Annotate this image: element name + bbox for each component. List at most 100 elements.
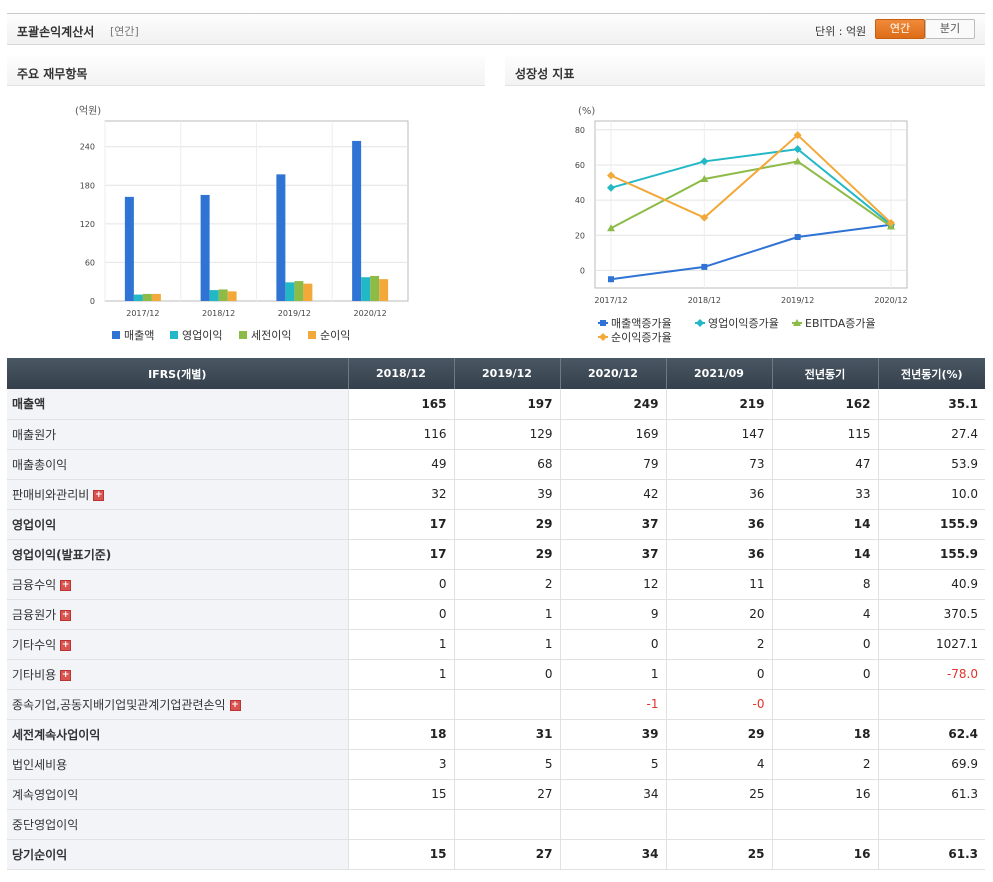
value-cell: 12 xyxy=(560,569,667,600)
legend-label: 매출액증가율 xyxy=(611,317,672,330)
y-unit-label: (%) xyxy=(578,106,595,117)
value-cell: 8 xyxy=(772,569,879,600)
row-label: 매출원가 xyxy=(12,427,57,442)
value-cell: 2 xyxy=(666,629,773,660)
expand-plus-icon[interactable]: + xyxy=(60,669,72,681)
expand-plus-icon[interactable]: + xyxy=(60,579,72,591)
column-header-period: 2020/12 xyxy=(560,358,667,389)
value-cell: 37 xyxy=(560,509,667,540)
value-cell: 36 xyxy=(666,509,773,540)
value-cell: 33 xyxy=(772,479,879,510)
value-cell xyxy=(878,689,985,720)
value-cell: 16 xyxy=(772,779,879,810)
data-point-매출액증가율 xyxy=(701,263,708,270)
data-point-순이익증가율 xyxy=(793,131,802,140)
value-cell: 11 xyxy=(666,569,773,600)
legend-marker xyxy=(696,319,704,327)
x-tick-label: 2017/12 xyxy=(594,296,627,305)
table-row: 기타수익 +1 1 0 2 0 1027.1 xyxy=(7,629,985,660)
y-tick-label: 180 xyxy=(80,181,95,190)
row-label: 계속영업이익 xyxy=(12,787,79,802)
value-cell: 219 xyxy=(666,389,773,420)
row-label: 기타수익 xyxy=(12,637,57,652)
table-row: 매출원가 116 129 169 147 115 27.4 xyxy=(7,419,985,450)
row-label-cell: 종속기업,공동지배기업및관계기업관련손익 + xyxy=(7,689,349,720)
expand-plus-icon[interactable]: + xyxy=(93,489,105,501)
value-cell: 35.1 xyxy=(878,389,985,420)
legend-swatch xyxy=(112,331,120,339)
legend-marker xyxy=(793,319,801,326)
value-cell xyxy=(348,809,455,840)
table-row: 법인세비용 3 5 5 4 2 69.9 xyxy=(7,749,985,780)
bar-순이익 xyxy=(227,291,237,301)
series-line-영업이익증가율 xyxy=(610,148,892,226)
value-cell: 79 xyxy=(560,449,667,480)
value-cell: 165 xyxy=(348,389,455,420)
growth-title: 성장성 지표 xyxy=(515,67,575,81)
value-cell xyxy=(454,689,561,720)
column-header-period: 2018/12 xyxy=(348,358,455,389)
row-label: 기타비용 xyxy=(12,667,57,682)
expand-plus-icon[interactable]: + xyxy=(229,699,241,711)
x-tick-label: 2018/12 xyxy=(202,309,235,318)
value-cell: 37 xyxy=(560,539,667,570)
x-tick-label: 2019/12 xyxy=(278,309,311,318)
value-cell: 9 xyxy=(560,599,667,630)
table-row: 영업이익 17 29 37 36 14 155.9 xyxy=(7,509,985,540)
y-tick-label: 60 xyxy=(575,161,585,170)
data-point-EBITDA증가율 xyxy=(793,157,802,165)
value-cell: 62.4 xyxy=(878,719,985,750)
annual-toggle-button[interactable]: 연간 xyxy=(875,19,925,39)
row-label-cell: 계속영업이익 xyxy=(7,779,349,810)
income-statement-table: IFRS(개별) 2018/12 2019/12 2020/12 2021/09 전년동기… xyxy=(7,358,985,870)
value-cell: 249 xyxy=(560,389,667,420)
data-point-EBITDA증가율 xyxy=(607,224,615,232)
series-line-EBITDA증가율 xyxy=(610,160,892,230)
value-cell: 2 xyxy=(454,569,561,600)
table-row: 계속영업이익 15 27 34 25 16 61.3 xyxy=(7,779,985,810)
value-cell: 0 xyxy=(348,599,455,630)
bar-세전이익 xyxy=(218,289,228,301)
quarter-toggle-button[interactable]: 분기 xyxy=(925,19,975,39)
value-cell: 32 xyxy=(348,479,455,510)
value-cell xyxy=(454,809,561,840)
statement-title: 포괄손익계산서 xyxy=(17,25,95,39)
column-header-period: 2019/12 xyxy=(454,358,561,389)
x-tick-label: 2018/12 xyxy=(688,296,721,305)
value-cell: 27.4 xyxy=(878,419,985,450)
data-point-순이익증가율 xyxy=(700,213,709,222)
value-cell: 370.5 xyxy=(878,599,985,630)
value-cell: 2 xyxy=(772,749,879,780)
legend-marker xyxy=(599,333,607,341)
row-label-cell: 매출원가 xyxy=(7,419,349,450)
value-cell: 31 xyxy=(454,719,561,750)
financial-items-panel-header: 주요 재무항목 xyxy=(7,56,485,86)
legend-swatch xyxy=(239,331,247,339)
value-cell: 73 xyxy=(666,449,773,480)
value-cell: 34 xyxy=(560,839,667,870)
value-cell: 25 xyxy=(666,779,773,810)
value-cell: 4 xyxy=(666,749,773,780)
legend-swatch xyxy=(170,331,178,339)
data-point-영업이익증가율 xyxy=(607,183,615,192)
value-cell: 68 xyxy=(454,449,561,480)
expand-plus-icon[interactable]: + xyxy=(60,639,72,651)
row-label: 법인세비용 xyxy=(12,757,68,772)
value-cell xyxy=(560,809,667,840)
expand-plus-icon[interactable]: + xyxy=(60,609,72,621)
bar-영업이익 xyxy=(209,290,219,301)
bar-chart-svg: 0 60 120 180 240 (억원) 2017/12 2018/12 2019/12 202… xyxy=(75,105,409,342)
y-tick-label: 120 xyxy=(80,220,95,229)
row-label: 판매비와관리비 xyxy=(12,487,90,502)
value-cell: 147 xyxy=(666,419,773,450)
statement-header: 포괄손익계산서 [연간] 단위 : 억원 연간 분기 xyxy=(7,13,985,45)
value-cell: 34 xyxy=(560,779,667,810)
data-point-영업이익증가율 xyxy=(700,157,709,166)
table-row: 금융수익 +0 2 12 11 8 40.9 xyxy=(7,569,985,600)
line-chart-svg: 0 20 40 60 80 (%) 2017/12 2018/12 2019/12 2020/12… xyxy=(575,106,908,344)
y-tick-label: 40 xyxy=(575,196,585,205)
value-cell: 27 xyxy=(454,779,561,810)
row-label: 세전계속사업이익 xyxy=(12,727,101,742)
value-cell xyxy=(348,689,455,720)
series-line-순이익증가율 xyxy=(610,133,892,224)
